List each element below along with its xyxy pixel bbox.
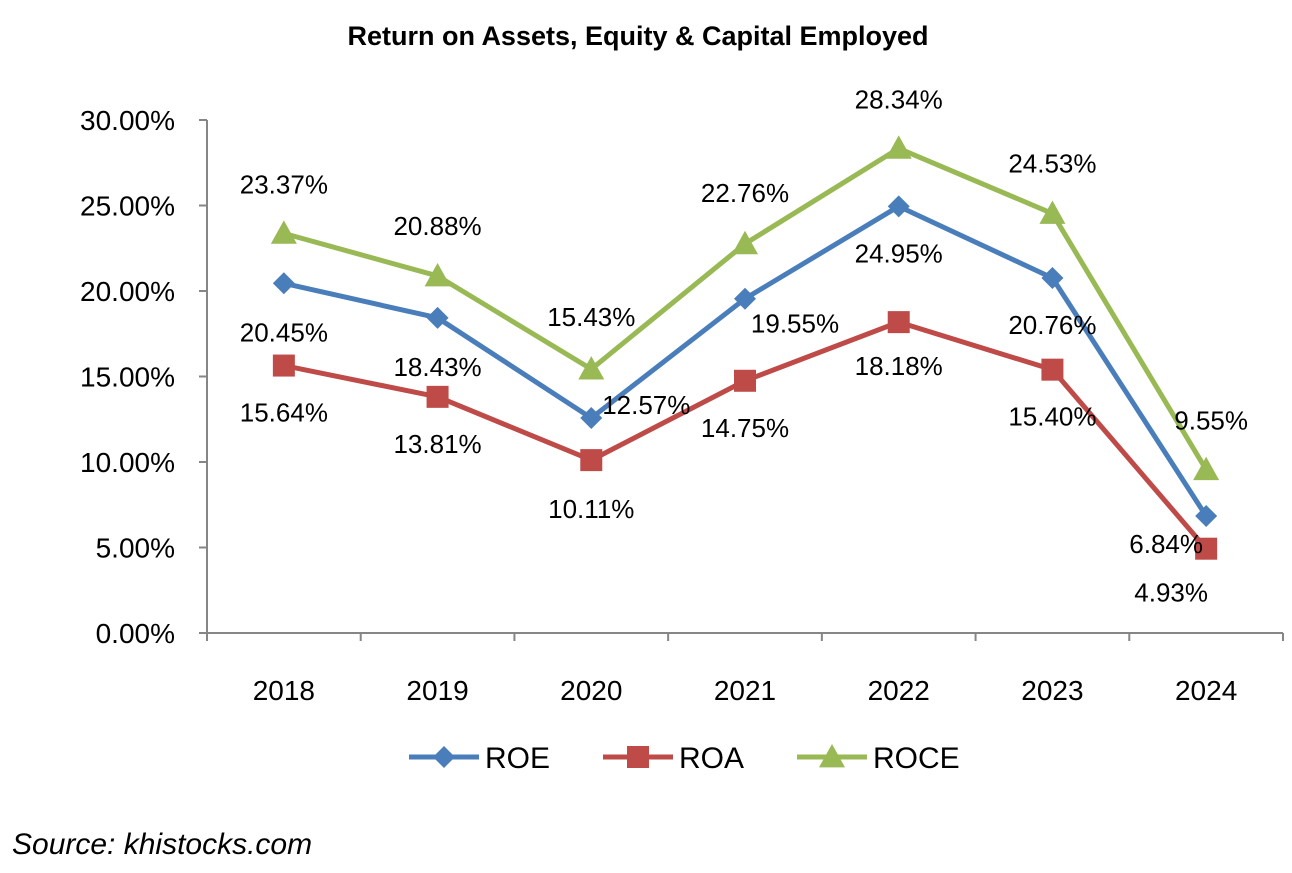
data-label-roa: 14.75% bbox=[701, 413, 789, 443]
y-tick-label: 20.00% bbox=[80, 276, 175, 307]
data-labels: 20.45% 18.43% 12.57% 19.55% 24.95% 20.76% 6.84… bbox=[240, 84, 1248, 607]
data-point-roa bbox=[272, 354, 295, 377]
data-label-roe: 12.57% bbox=[602, 390, 690, 420]
x-tick-label: 2024 bbox=[1175, 675, 1237, 706]
data-point-roce bbox=[578, 356, 605, 380]
data-label-roce: 22.76% bbox=[701, 178, 789, 208]
data-label-roce: 23.37% bbox=[240, 169, 328, 199]
data-label-roa: 15.40% bbox=[1008, 402, 1096, 432]
series-lines bbox=[283, 145, 1209, 551]
legend: ROE ROA ROCE bbox=[409, 742, 960, 775]
data-point-roe bbox=[426, 306, 449, 329]
data-label-roe: 24.95% bbox=[855, 238, 943, 268]
data-label-roe: 20.45% bbox=[240, 317, 328, 347]
data-label-roce: 15.43% bbox=[547, 302, 635, 332]
source-note: Source: khistocks.com bbox=[12, 828, 312, 861]
y-tick-label: 15.00% bbox=[80, 362, 175, 393]
data-point-roce bbox=[1039, 200, 1066, 224]
data-point-roce bbox=[885, 135, 912, 159]
data-point-roe bbox=[887, 195, 910, 218]
y-tick-label: 10.00% bbox=[80, 447, 175, 478]
data-label-roe: 20.76% bbox=[1008, 310, 1096, 340]
x-tick-label: 2023 bbox=[1021, 675, 1083, 706]
data-point-roa bbox=[887, 311, 910, 334]
data-point-roce bbox=[424, 262, 451, 287]
x-tick-label: 2019 bbox=[406, 675, 468, 706]
legend-marker-roe bbox=[433, 746, 455, 768]
data-point-roe bbox=[272, 272, 295, 295]
data-label-roe: 6.84% bbox=[1129, 529, 1203, 559]
data-label-roce: 20.88% bbox=[393, 211, 481, 241]
x-tick-label: 2022 bbox=[868, 675, 930, 706]
data-point-roce bbox=[732, 230, 758, 255]
data-label-roce: 9.55% bbox=[1174, 406, 1248, 436]
chart-title: Return on Assets, Equity & Capital Emplo… bbox=[347, 21, 928, 51]
legend-label: ROE bbox=[485, 742, 550, 775]
data-label-roe: 19.55% bbox=[751, 309, 839, 339]
data-point-roa bbox=[1195, 537, 1218, 560]
data-point-roa bbox=[1041, 358, 1064, 381]
data-point-roa bbox=[426, 385, 449, 408]
x-tick-label: 2021 bbox=[714, 675, 776, 706]
data-point-roe bbox=[1041, 267, 1064, 290]
data-point-roe bbox=[734, 287, 756, 310]
legend-marker-roa bbox=[627, 746, 649, 768]
y-tick-label: 5.00% bbox=[96, 533, 175, 564]
y-tick-label: 30.00% bbox=[80, 105, 175, 136]
data-label-roa: 10.11% bbox=[548, 494, 634, 524]
data-point-roa bbox=[580, 449, 603, 472]
legend-item-roa: ROA bbox=[603, 742, 744, 775]
data-point-roce bbox=[270, 220, 297, 244]
data-point-roce bbox=[1193, 456, 1220, 481]
data-point-roe bbox=[1195, 505, 1218, 528]
data-label-roa: 15.64% bbox=[240, 398, 328, 428]
data-point-roa bbox=[734, 369, 756, 392]
series-markers bbox=[270, 135, 1220, 560]
data-label-roce: 24.53% bbox=[1008, 149, 1096, 179]
data-label-roce: 28.34% bbox=[855, 84, 943, 114]
y-tick-label: 0.00% bbox=[96, 618, 175, 649]
legend-marker-roce bbox=[819, 744, 845, 768]
data-label-roa: 4.93% bbox=[1134, 578, 1208, 608]
x-tick-label: 2020 bbox=[560, 675, 622, 706]
y-tick-label: 25.00% bbox=[80, 191, 175, 222]
legend-item-roe: ROE bbox=[409, 742, 550, 775]
data-label-roe: 18.43% bbox=[393, 352, 481, 382]
legend-label: ROCE bbox=[873, 742, 960, 775]
data-label-roa: 13.81% bbox=[393, 429, 481, 459]
legend-label: ROA bbox=[679, 742, 744, 775]
x-tick-label: 2018 bbox=[253, 675, 315, 706]
legend-item-roce: ROCE bbox=[797, 742, 960, 775]
axes: 0.00% 5.00% 10.00% 15.00% 20.00% 25.00% 30.00%… bbox=[80, 105, 1284, 706]
data-label-roa: 18.18% bbox=[855, 351, 943, 381]
data-point-roe bbox=[580, 407, 603, 430]
